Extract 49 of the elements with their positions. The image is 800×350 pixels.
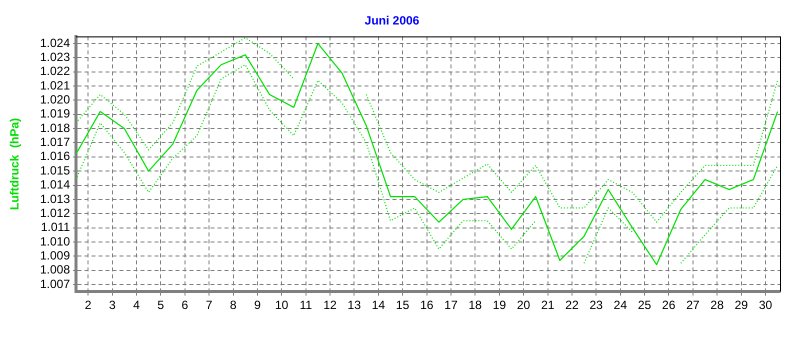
x-tick-label: 29 xyxy=(734,298,748,312)
x-tick-label: 7 xyxy=(206,298,213,312)
x-tick-label: 18 xyxy=(468,298,482,312)
x-tick-label: 6 xyxy=(182,298,189,312)
x-tick-label: 4 xyxy=(133,298,140,312)
x-tick-label: 30 xyxy=(758,298,772,312)
y-tick-label: 1.016 xyxy=(40,149,70,164)
y-tick-label: 1.023 xyxy=(40,50,70,64)
y-tick-label: 1.014 xyxy=(40,178,70,192)
y-tick-label: 1.020 xyxy=(40,92,70,107)
x-tick-label: 9 xyxy=(254,298,262,312)
x-tick-label: 10 xyxy=(274,298,289,312)
x-tick-label: 20 xyxy=(516,298,531,312)
x-tick-label: 8 xyxy=(230,298,237,312)
x-tick-label: 21 xyxy=(541,298,555,312)
x-tick-label: 15 xyxy=(396,298,410,312)
y-tick-label: 1.008 xyxy=(40,262,70,277)
y-tick-label: 1.021 xyxy=(40,78,70,92)
y-tick-label: 1.017 xyxy=(40,135,70,150)
y-tick-label: 1.010 xyxy=(40,234,70,248)
y-axis-title: Luftdruck (hPa) xyxy=(8,118,22,210)
chart-title: Juni 2006 xyxy=(364,14,420,28)
y-tick-label: 1.018 xyxy=(40,120,70,135)
x-tick-label: 27 xyxy=(686,298,700,312)
x-tick-label: 12 xyxy=(323,298,338,312)
x-tick-label: 28 xyxy=(710,298,724,312)
x-tick-label: 2 xyxy=(84,298,92,312)
x-tick-label: 11 xyxy=(300,298,312,312)
x-tick-label: 5 xyxy=(157,298,164,312)
y-tick-label: 1.013 xyxy=(40,192,70,206)
x-tick-label: 17 xyxy=(444,298,458,312)
x-tick-label: 13 xyxy=(348,298,362,312)
x-tick-label: 24 xyxy=(614,298,628,312)
x-tick-label: 22 xyxy=(565,298,579,312)
y-tick-label: 1.007 xyxy=(40,276,70,291)
y-tick-label: 1.022 xyxy=(40,64,70,78)
x-tick-label: 19 xyxy=(492,298,506,312)
x-tick-label: 16 xyxy=(420,298,434,312)
y-tick-label: 1.011 xyxy=(40,220,70,234)
x-tick-label: 14 xyxy=(372,298,386,312)
x-tick-label: 3 xyxy=(108,298,116,312)
y-tick-label: 1.012 xyxy=(40,206,70,220)
y-tick-label: 1.019 xyxy=(40,106,70,121)
y-tick-label: 1.024 xyxy=(40,36,70,50)
y-tick-label: 1.015 xyxy=(40,163,70,178)
x-tick-label: 23 xyxy=(589,298,604,312)
x-tick-label: 25 xyxy=(638,298,652,312)
y-tick-label: 1.009 xyxy=(40,248,70,262)
x-tick-label: 26 xyxy=(662,298,676,312)
